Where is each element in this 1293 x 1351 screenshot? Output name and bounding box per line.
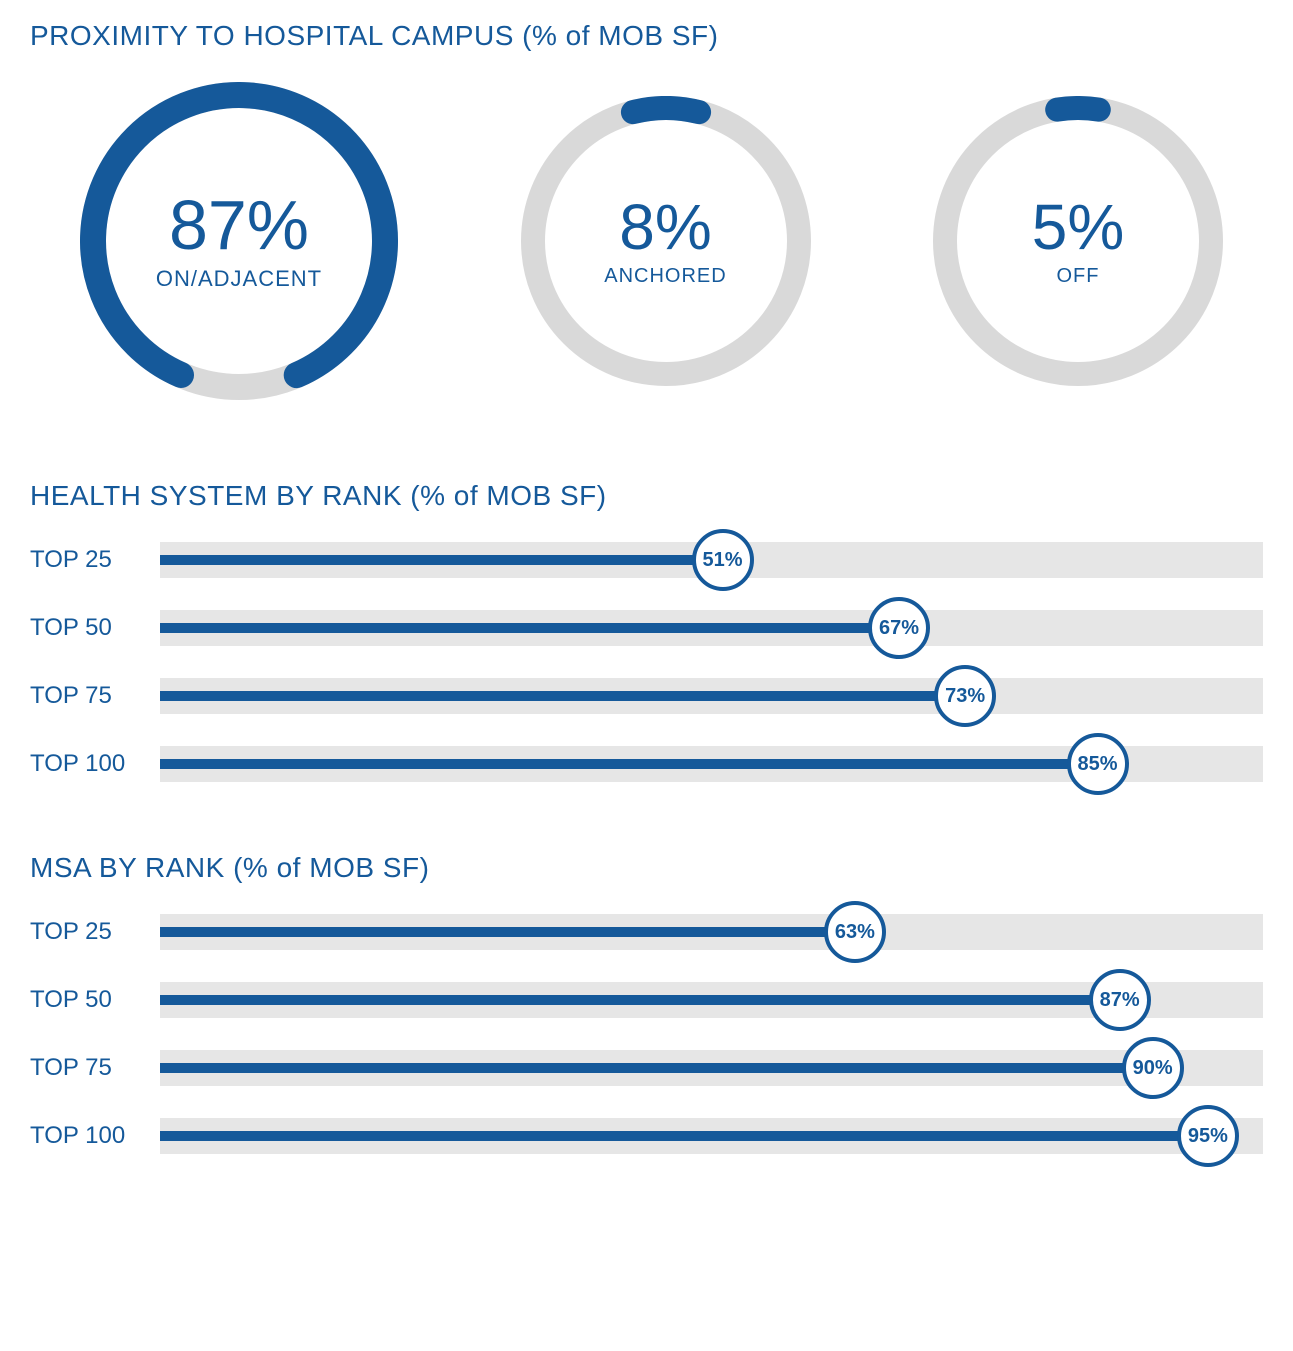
- proximity-section: PROXIMITY TO HOSPITAL CAMPUS (% of MOB S…: [30, 20, 1263, 400]
- bar-fill: [160, 555, 723, 565]
- bar-label: TOP 50: [30, 614, 160, 642]
- bar-fill: [160, 691, 965, 701]
- health-system-bars: TOP 2551%TOP 5067%TOP 7573%TOP 10085%: [30, 542, 1263, 782]
- bar-endpoint: 90%: [1122, 1037, 1184, 1099]
- bar-fill: [160, 1063, 1153, 1073]
- bar-fill: [160, 995, 1120, 1005]
- donut-value: 8%: [619, 195, 712, 259]
- donut-row: 87% ON/ADJACENT 8% ANCHORED 5% OFF: [30, 82, 1263, 400]
- bar-track: 73%: [160, 678, 1263, 714]
- bar-endpoint: 51%: [692, 529, 754, 591]
- bar-label: TOP 25: [30, 918, 160, 946]
- bar-row: TOP 10085%: [30, 746, 1263, 782]
- bar-row: TOP 2551%: [30, 542, 1263, 578]
- bar-track: 63%: [160, 914, 1263, 950]
- bar-track: 90%: [160, 1050, 1263, 1086]
- donut-label: ON/ADJACENT: [156, 266, 322, 292]
- bar-track: 51%: [160, 542, 1263, 578]
- donut-center: 8% ANCHORED: [521, 96, 811, 386]
- proximity-title: PROXIMITY TO HOSPITAL CAMPUS (% of MOB S…: [30, 20, 1263, 52]
- bar-endpoint: 95%: [1177, 1105, 1239, 1167]
- bar-fill: [160, 759, 1098, 769]
- bar-fill: [160, 1131, 1208, 1141]
- bar-label: TOP 50: [30, 986, 160, 1014]
- health-system-section: HEALTH SYSTEM BY RANK (% of MOB SF) TOP …: [30, 480, 1263, 782]
- bar-endpoint: 87%: [1089, 969, 1151, 1031]
- bar-row: TOP 7573%: [30, 678, 1263, 714]
- msa-section: MSA BY RANK (% of MOB SF) TOP 2563%TOP 5…: [30, 852, 1263, 1154]
- bar-fill: [160, 623, 899, 633]
- bar-row: TOP 5067%: [30, 610, 1263, 646]
- health-system-title: HEALTH SYSTEM BY RANK (% of MOB SF): [30, 480, 1263, 512]
- donut-chart: 8% ANCHORED: [521, 96, 811, 386]
- donut-chart: 5% OFF: [933, 96, 1223, 386]
- msa-bars: TOP 2563%TOP 5087%TOP 7590%TOP 10095%: [30, 914, 1263, 1154]
- bar-track: 95%: [160, 1118, 1263, 1154]
- bar-endpoint: 63%: [824, 901, 886, 963]
- bar-label: TOP 25: [30, 546, 160, 574]
- donut-label: OFF: [1057, 265, 1100, 288]
- bar-track: 67%: [160, 610, 1263, 646]
- donut-value: 5%: [1032, 195, 1125, 259]
- donut-center: 5% OFF: [933, 96, 1223, 386]
- bar-label: TOP 75: [30, 1054, 160, 1082]
- bar-endpoint: 67%: [868, 597, 930, 659]
- donut-label: ANCHORED: [604, 265, 726, 288]
- donut-chart: 87% ON/ADJACENT: [80, 82, 398, 400]
- bar-endpoint: 85%: [1067, 733, 1129, 795]
- bar-label: TOP 100: [30, 750, 160, 778]
- bar-fill: [160, 927, 855, 937]
- bar-row: TOP 7590%: [30, 1050, 1263, 1086]
- bar-label: TOP 75: [30, 682, 160, 710]
- msa-title: MSA BY RANK (% of MOB SF): [30, 852, 1263, 884]
- bar-track: 85%: [160, 746, 1263, 782]
- bar-track: 87%: [160, 982, 1263, 1018]
- bar-row: TOP 2563%: [30, 914, 1263, 950]
- bar-row: TOP 5087%: [30, 982, 1263, 1018]
- donut-center: 87% ON/ADJACENT: [80, 82, 398, 400]
- bar-label: TOP 100: [30, 1122, 160, 1150]
- donut-value: 87%: [169, 190, 309, 260]
- bar-row: TOP 10095%: [30, 1118, 1263, 1154]
- bar-endpoint: 73%: [934, 665, 996, 727]
